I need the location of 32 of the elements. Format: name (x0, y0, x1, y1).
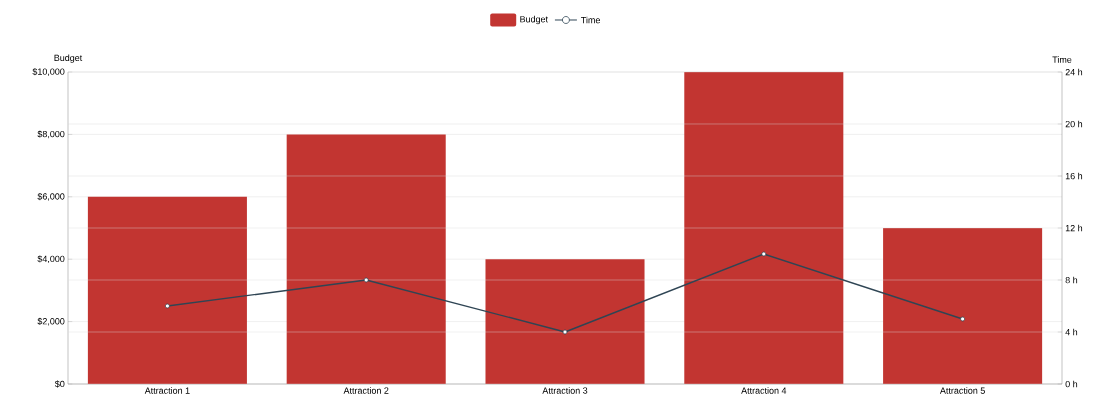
x-tick-label: Attraction 5 (939, 387, 985, 394)
point (562, 329, 568, 335)
point (165, 303, 170, 309)
y2-tick-label: 20 h (1065, 120, 1083, 128)
x-tick-label: Attraction 1 (144, 387, 190, 394)
y2-tick-label: 0 h (1065, 380, 1078, 388)
bar (883, 228, 1043, 384)
point (363, 277, 369, 283)
y-tick-label: $6,000 (37, 192, 65, 201)
point (960, 316, 965, 322)
y2-tick-label: 16 h (1065, 172, 1083, 180)
y2-tick-label: 12 h (1065, 224, 1083, 232)
y2-axis-title: Time (1052, 56, 1072, 63)
bar (485, 259, 645, 384)
bar (87, 196, 247, 384)
point (761, 251, 767, 257)
legend-label: Time (581, 16, 601, 24)
x-tick-label: Attraction 2 (343, 387, 389, 394)
x-tick-label: Attraction 3 (542, 387, 588, 394)
y2-tick-label: 4 h (1065, 328, 1078, 336)
legend-label: Budget (520, 15, 548, 25)
y-tick-label: $4,000 (37, 255, 65, 264)
y-tick-label: $0 (54, 380, 65, 388)
y-tick-label: $10,000 (32, 68, 65, 76)
x-tick-label: Attraction 4 (741, 387, 787, 394)
bar (684, 72, 844, 384)
y2-tick-label: 24 h (1065, 68, 1083, 76)
y-tick-label: $2,000 (37, 317, 65, 326)
bar (286, 134, 446, 384)
y2-tick-label: 8 h (1065, 276, 1078, 284)
y-tick-label: $8,000 (37, 130, 65, 139)
y-axis-title: Budget (54, 54, 83, 63)
